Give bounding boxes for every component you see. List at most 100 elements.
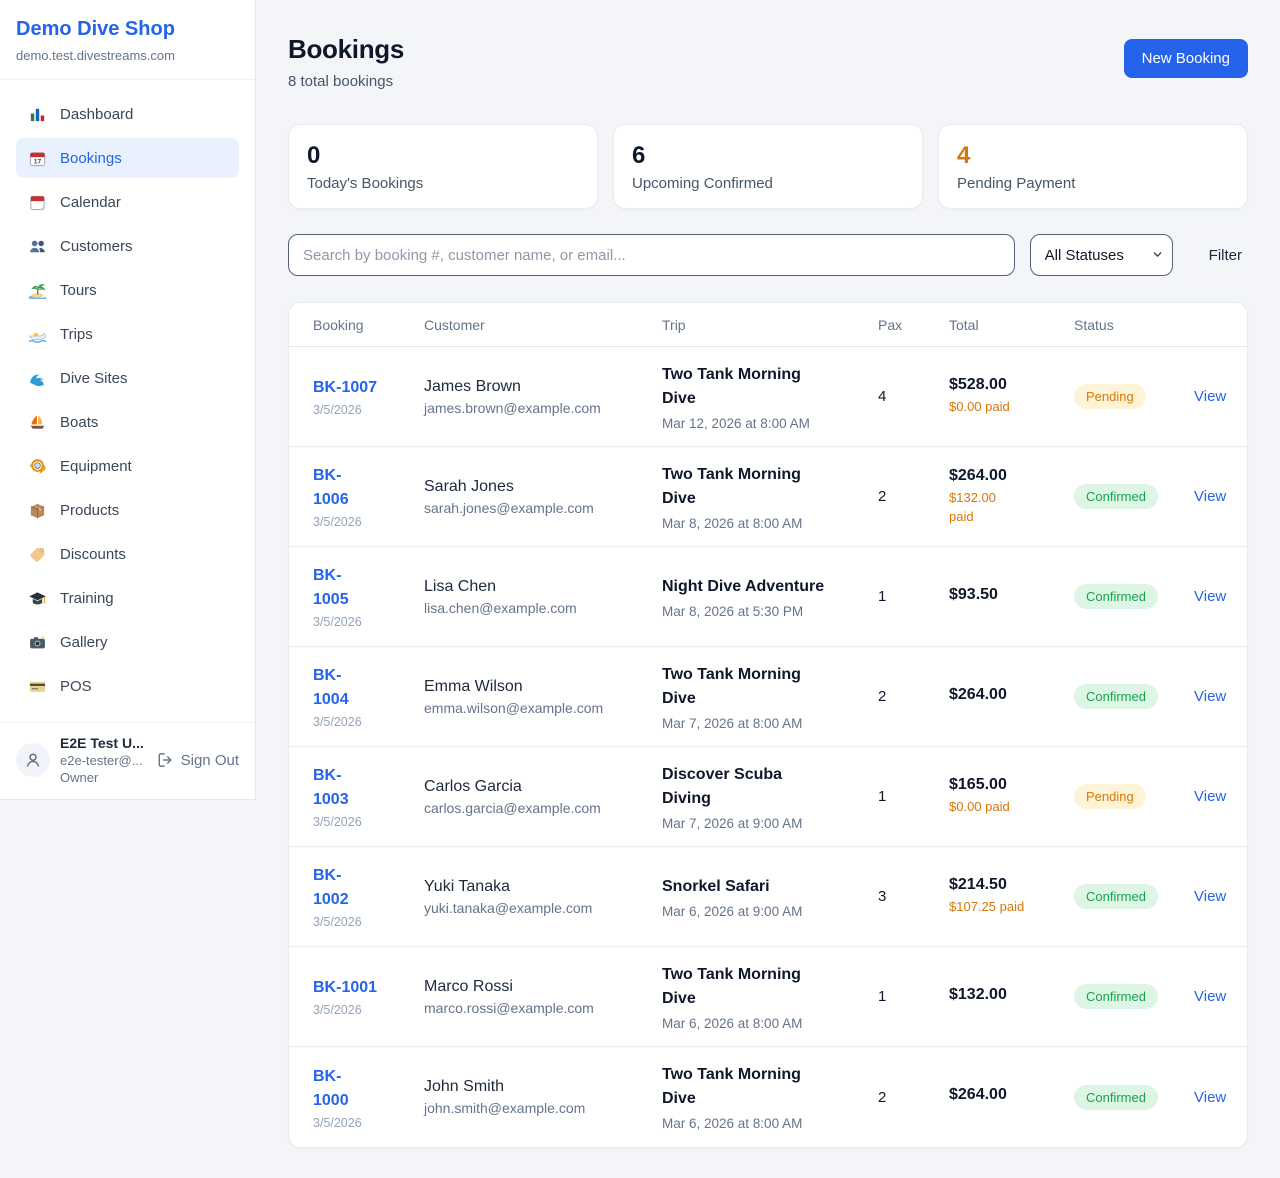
- stat-label: Today's Bookings: [307, 175, 424, 192]
- view-link[interactable]: View: [1194, 688, 1227, 705]
- toolbar: All Statuses Filter: [288, 234, 1248, 276]
- booking-date: 3/5/2026: [313, 915, 362, 929]
- view-link[interactable]: View: [1194, 788, 1227, 805]
- status-filter-select[interactable]: All Statuses: [1029, 234, 1173, 276]
- bookings-calendar-icon: 17: [28, 149, 47, 168]
- trip-name: Two Tank Morning Dive: [662, 1066, 801, 1107]
- pax-count: 2: [878, 688, 887, 705]
- booking-date: 3/5/2026: [313, 403, 362, 417]
- avatar: [16, 743, 50, 777]
- user-email: e2e-tester@...: [60, 753, 143, 768]
- sidebar-item-gallery[interactable]: Gallery: [16, 622, 239, 662]
- status-badge: Pending: [1074, 784, 1146, 809]
- customer-email: lisa.chen@example.com: [424, 599, 577, 616]
- calendar-icon: [28, 193, 47, 212]
- customer-name: Carlos Garcia: [424, 777, 522, 795]
- sidebar-item-customers[interactable]: Customers: [16, 226, 239, 266]
- sidebar-item-equipment[interactable]: Equipment: [16, 446, 239, 486]
- bookings-table: Booking Customer Trip Pax Total Status B…: [288, 302, 1248, 1148]
- sidebar-item-label: Boats: [60, 413, 99, 431]
- booking-id-link[interactable]: BK- 1002: [313, 867, 349, 908]
- customer-email: james.brown@example.com: [424, 399, 601, 416]
- view-link[interactable]: View: [1194, 488, 1227, 505]
- paid-amount: $132.00 paid: [949, 489, 996, 524]
- view-link[interactable]: View: [1194, 888, 1227, 905]
- camera-icon: [28, 633, 47, 652]
- view-link[interactable]: View: [1194, 388, 1227, 405]
- bar-chart-icon: [28, 105, 47, 124]
- status-badge: Confirmed: [1074, 584, 1158, 609]
- booking-id-link[interactable]: BK- 1004: [313, 667, 349, 708]
- stats-row: 0 Today's Bookings 6 Upcoming Confirmed …: [288, 124, 1248, 209]
- stat-label: Upcoming Confirmed: [632, 175, 773, 192]
- sidebar-item-label: Products: [60, 501, 120, 519]
- view-link[interactable]: View: [1194, 1088, 1227, 1106]
- sidebar-item-discounts[interactable]: Discounts: [16, 534, 239, 574]
- filter-button[interactable]: Filter: [1203, 243, 1248, 268]
- stat-card-pending-payment: 4 Pending Payment: [938, 124, 1248, 209]
- trip-name: Two Tank Morning Dive: [662, 365, 801, 407]
- sidebar-item-label: POS: [60, 677, 92, 695]
- booking-id-link[interactable]: BK- 1005: [313, 567, 349, 608]
- booking-date: 3/5/2026: [313, 815, 362, 829]
- booking-id-link[interactable]: BK- 1003: [313, 767, 349, 808]
- sailboat-icon: [28, 413, 47, 432]
- page-title: Bookings: [288, 34, 405, 64]
- sidebar-item-label: Gallery: [60, 633, 108, 651]
- pax-count: 2: [878, 1088, 887, 1106]
- sidebar-item-label: Training: [60, 589, 114, 607]
- sidebar-item-calendar[interactable]: Calendar: [16, 182, 239, 222]
- page-header: Bookings 8 total bookings New Booking: [288, 34, 1248, 90]
- total-amount: $93.50: [949, 585, 998, 603]
- booking-date: 3/5/2026: [313, 515, 362, 529]
- column-header-total: Total: [949, 316, 979, 333]
- table-row: BK- 1002 3/5/2026 Yuki Tanaka yuki.tanaka@…: [289, 847, 1247, 947]
- credit-card-icon: [28, 677, 47, 696]
- graduation-cap-icon: [28, 589, 47, 608]
- customer-email: marco.rossi@example.com: [424, 999, 594, 1016]
- sidebar-item-label: Dive Sites: [60, 369, 128, 387]
- table-row: BK- 1006 3/5/2026 Sarah Jones sarah.jones@…: [289, 447, 1247, 547]
- view-link[interactable]: View: [1194, 588, 1227, 605]
- people-icon: [28, 237, 47, 256]
- wave-icon: [28, 369, 47, 388]
- stat-value: 4: [957, 142, 971, 169]
- customer-name: Sarah Jones: [424, 477, 514, 495]
- sidebar-item-pos[interactable]: POS: [16, 666, 239, 706]
- booking-id-link[interactable]: BK-1007: [313, 379, 378, 396]
- booking-date: 3/5/2026: [313, 615, 362, 629]
- sidebar-item-label: Tours: [60, 281, 97, 299]
- status-badge: Confirmed: [1074, 984, 1158, 1009]
- sidebar-item-dive-sites[interactable]: Dive Sites: [16, 358, 239, 398]
- sidebar-item-products[interactable]: Products: [16, 490, 239, 530]
- sidebar-item-bookings[interactable]: 17 Bookings: [16, 138, 239, 178]
- search-input[interactable]: [288, 234, 1015, 276]
- sidebar-item-tours[interactable]: Tours: [16, 270, 239, 310]
- stat-value: 6: [632, 142, 646, 169]
- sign-out-button[interactable]: Sign Out: [156, 751, 239, 769]
- table-row: BK- 1005 3/5/2026 Lisa Chen lisa.chen@exam…: [289, 547, 1247, 647]
- total-amount: $264.00: [949, 685, 1007, 703]
- trip-date: Mar 8, 2026 at 5:30 PM: [662, 603, 804, 619]
- sidebar-item-training[interactable]: Training: [16, 578, 239, 618]
- trip-date: Mar 6, 2026 at 8:00 AM: [662, 1015, 803, 1031]
- column-header-status: Status: [1074, 316, 1114, 333]
- sidebar-item-boats[interactable]: Boats: [16, 402, 239, 442]
- customer-name: Yuki Tanaka: [424, 877, 510, 895]
- sidebar-item-label: Dashboard: [60, 105, 134, 123]
- user-role: Owner: [60, 770, 99, 785]
- pax-count: 4: [878, 388, 887, 405]
- view-link[interactable]: View: [1194, 988, 1227, 1005]
- customer-email: yuki.tanaka@example.com: [424, 899, 593, 916]
- booking-id-link[interactable]: BK- 1000: [313, 1067, 349, 1109]
- new-booking-button[interactable]: New Booking: [1123, 39, 1248, 78]
- sidebar-item-label: Bookings: [60, 149, 122, 167]
- booking-id-link[interactable]: BK- 1006: [313, 467, 349, 508]
- booking-id-link[interactable]: BK-1001: [313, 979, 378, 996]
- sidebar-item-dashboard[interactable]: Dashboard: [16, 94, 239, 134]
- status-badge: Pending: [1074, 384, 1146, 409]
- paid-amount: $107.25 paid: [949, 899, 1025, 915]
- sidebar-item-trips[interactable]: Trips: [16, 314, 239, 354]
- pax-count: 1: [878, 988, 887, 1005]
- status-badge: Confirmed: [1074, 684, 1158, 709]
